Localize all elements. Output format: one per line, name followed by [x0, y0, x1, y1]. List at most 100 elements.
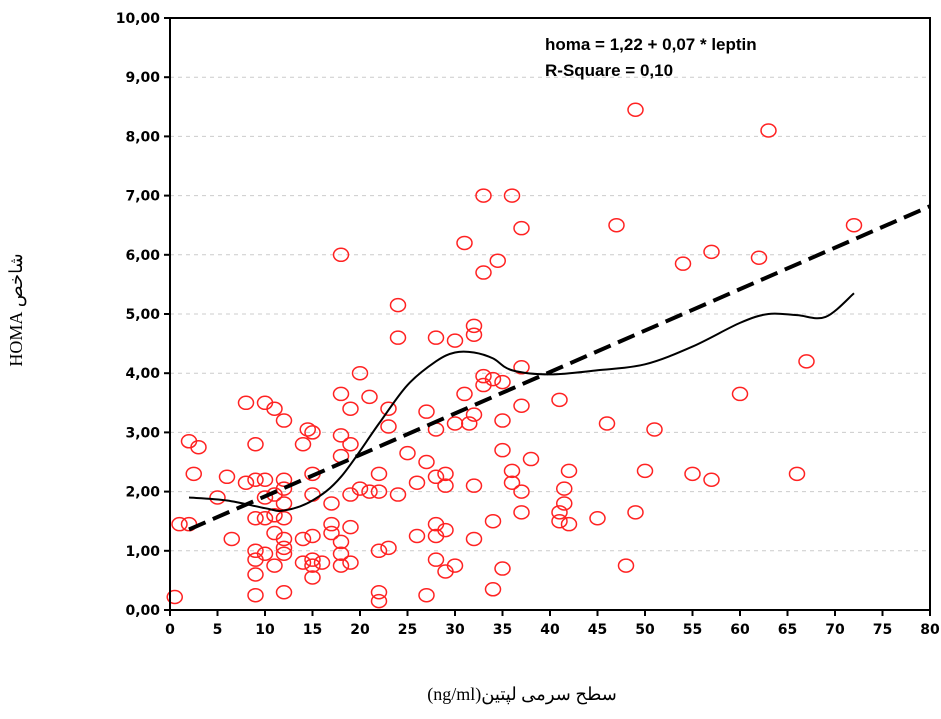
data-point: [361, 389, 378, 405]
data-point: [389, 487, 407, 502]
data-point: [646, 422, 663, 437]
data-point: [266, 508, 283, 523]
data-point: [494, 374, 511, 390]
data-point: [494, 442, 511, 458]
x-axis-title: سطح سرمی لپتین(ng/ml): [427, 684, 617, 705]
x-tick-label: 40: [540, 622, 560, 638]
data-point: [437, 466, 454, 482]
data-point: [275, 510, 293, 526]
data-point: [475, 188, 492, 203]
data-point: [370, 543, 388, 559]
data-point: [266, 558, 283, 573]
data-point: [275, 531, 293, 547]
data-point: [513, 220, 530, 236]
data-point: [475, 265, 492, 280]
x-tick-label: 20: [350, 622, 370, 638]
data-point: [703, 472, 720, 488]
data-point: [551, 505, 568, 520]
data-point: [237, 475, 255, 490]
equation-annotation: homa = 1,22 + 0,07 * leptin: [545, 35, 757, 54]
data-point: [556, 481, 573, 496]
smooth-fit-curve: [188, 292, 855, 512]
regression-line: [188, 204, 931, 532]
data-point: [304, 558, 321, 573]
data-point: [275, 481, 293, 496]
x-tick-label: 35: [493, 622, 512, 638]
data-point: [456, 386, 473, 402]
data-point: [332, 534, 350, 550]
data-point: [304, 425, 321, 440]
data-point: [418, 587, 435, 603]
data-point: [427, 552, 445, 567]
y-tick-label: 2,00: [125, 485, 160, 501]
data-point: [342, 436, 359, 452]
data-point: [465, 531, 483, 547]
y-tick-label: 6,00: [125, 248, 160, 264]
data-point: [484, 582, 502, 597]
r-square-annotation: R-Square = 0,10: [545, 61, 673, 80]
data-point: [465, 318, 483, 334]
y-axis-ticks: 0,00 1,00 2,00 3,00 4,00 5,00 6,00 7,00 8,00 9,00…: [116, 11, 170, 619]
data-point: [380, 540, 397, 556]
data-point: [513, 484, 530, 499]
data-point: [389, 297, 407, 313]
x-tick-label: 50: [635, 622, 655, 638]
y-tick-label: 0,00: [125, 603, 160, 619]
data-point: [294, 436, 312, 452]
y-tick-label: 5,00: [125, 307, 160, 323]
data-point: [484, 513, 502, 529]
data-point: [323, 516, 340, 532]
data-point: [256, 490, 274, 505]
data-point: [465, 327, 483, 342]
data-point: [294, 555, 312, 570]
data-point: [370, 484, 388, 499]
data-point: [560, 516, 578, 532]
data-point: [389, 330, 407, 345]
x-tick-label: 70: [825, 622, 845, 638]
data-point: [304, 570, 321, 585]
data-point: [275, 540, 293, 556]
data-point: [484, 371, 502, 387]
data-point: [247, 567, 264, 582]
data-point: [185, 466, 202, 482]
y-tick-label: 8,00: [125, 129, 160, 145]
data-point: [218, 469, 236, 485]
x-tick-label: 80: [920, 622, 940, 638]
data-point: [332, 558, 350, 573]
data-point: [551, 513, 568, 529]
data-point: [598, 416, 616, 431]
data-point: [465, 478, 483, 493]
data-point: [247, 436, 264, 452]
data-point: [494, 561, 511, 576]
data-point: [275, 546, 293, 562]
data-point: [503, 188, 521, 203]
data-point: [275, 413, 293, 428]
data-point: [627, 102, 644, 118]
y-tick-label: 9,00: [125, 70, 160, 86]
x-tick-label: 60: [730, 622, 750, 638]
data-point: [380, 401, 397, 416]
data-point: [522, 451, 540, 467]
data-point: [209, 490, 226, 505]
data-point: [788, 466, 806, 482]
data-point: [223, 531, 240, 547]
data-point: [342, 519, 359, 535]
data-point: [361, 484, 378, 499]
data-point: [636, 463, 654, 479]
data-point: [437, 478, 454, 493]
data-point: [332, 546, 350, 562]
data-point: [190, 439, 207, 455]
y-tick-label: 1,00: [125, 544, 160, 560]
data-point: [332, 247, 350, 263]
data-point: [256, 472, 274, 488]
x-axis-ticks: 0 5 10 15 20 25 30 35 40 45 50 55 60 65 70 75 80: [165, 610, 940, 638]
data-point: [427, 330, 445, 345]
data-point: [513, 398, 530, 414]
x-tick-label: 65: [778, 622, 797, 638]
data-point: [503, 475, 521, 490]
data-point: [313, 555, 331, 570]
data-point: [294, 531, 312, 547]
data-point: [465, 407, 483, 422]
data-point: [798, 354, 815, 369]
